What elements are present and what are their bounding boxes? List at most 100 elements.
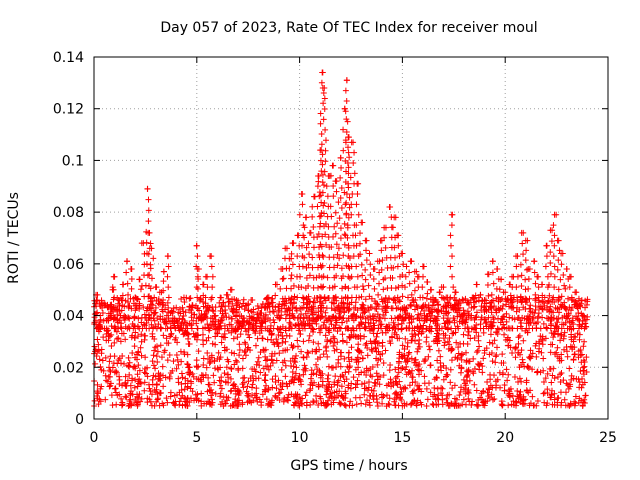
scatter-point <box>549 401 556 408</box>
scatter-point <box>95 341 102 348</box>
scatter-point <box>400 261 407 268</box>
scatter-point <box>448 357 455 364</box>
scatter-point <box>557 371 564 378</box>
scatter-point <box>358 320 365 327</box>
scatter-point <box>322 137 329 144</box>
scatter-point <box>181 394 188 401</box>
scatter-point-peak <box>232 328 239 335</box>
scatter-point <box>301 234 308 241</box>
scatter-point <box>382 347 389 354</box>
scatter-point <box>149 376 156 383</box>
scatter-point-peak <box>302 214 309 221</box>
scatter-point <box>474 402 481 409</box>
scatter-point <box>548 314 555 321</box>
scatter-point <box>321 210 328 217</box>
scatter-point <box>414 348 421 355</box>
scatter-point <box>392 254 399 261</box>
scatter-point <box>252 375 259 382</box>
scatter-point <box>98 350 105 357</box>
scatter-point <box>318 243 325 250</box>
scatter-point <box>278 312 285 319</box>
scatter-point <box>521 363 528 370</box>
scatter-point <box>177 348 184 355</box>
scatter-point-peak <box>173 317 180 324</box>
scatter-point <box>154 359 161 366</box>
scatter-point <box>160 287 167 294</box>
scatter-point <box>386 395 393 402</box>
scatter-point-peak <box>498 276 505 283</box>
scatter-point <box>456 311 463 318</box>
scatter-point <box>517 293 524 300</box>
scatter-point <box>460 331 467 338</box>
scatter-point <box>236 389 243 396</box>
scatter-point <box>296 211 303 218</box>
scatter-point <box>523 387 530 394</box>
scatter-point <box>307 401 314 408</box>
scatter-point <box>217 294 224 301</box>
scatter-point <box>367 271 374 278</box>
scatter-point-peak <box>518 229 525 236</box>
scatter-point <box>372 344 379 351</box>
scatter-point <box>423 402 430 409</box>
scatter-point-peak <box>473 281 480 288</box>
scatter-point <box>164 357 171 364</box>
scatter-point <box>309 203 316 210</box>
scatter-point-peak <box>428 286 435 293</box>
scatter-point <box>570 338 577 345</box>
scatter-point-peak <box>424 278 431 285</box>
scatter-point <box>483 300 490 307</box>
scatter-point <box>147 240 154 247</box>
scatter-point <box>463 316 470 323</box>
scatter-point <box>581 325 588 332</box>
scatter-point <box>212 333 219 340</box>
scatter-point <box>406 269 413 276</box>
scatter-point <box>268 357 275 364</box>
scatter-point <box>406 349 413 356</box>
scatter-point <box>565 385 572 392</box>
scatter-point <box>431 384 438 391</box>
scatter-point <box>478 314 485 321</box>
y-tick-label: 0.04 <box>53 309 84 325</box>
scatter-point-peak <box>547 227 554 234</box>
scatter-point <box>309 325 316 332</box>
grid <box>94 57 608 419</box>
scatter-point <box>215 349 222 356</box>
scatter-point <box>126 371 133 378</box>
scatter-point <box>389 224 396 231</box>
scatter-point <box>206 360 213 367</box>
scatter-point <box>517 261 524 268</box>
scatter-point <box>109 284 116 291</box>
scatter-point-peak <box>407 258 414 265</box>
scatter-point <box>173 352 180 359</box>
scatter-point <box>551 331 558 338</box>
scatter-point <box>529 350 536 357</box>
scatter-point <box>580 367 587 374</box>
scatter-point <box>499 402 506 409</box>
scatter-point <box>328 299 335 306</box>
scatter-point <box>109 306 116 313</box>
scatter-point <box>439 401 446 408</box>
scatter-point <box>516 332 523 339</box>
scatter-point <box>356 325 363 332</box>
scatter-point <box>583 354 590 361</box>
scatter-point <box>113 328 120 335</box>
scatter-point <box>418 367 425 374</box>
scatter-point-peak <box>522 237 529 244</box>
scatter-point <box>119 292 126 299</box>
scatter-point <box>193 396 200 403</box>
scatter-point <box>290 300 297 307</box>
scatter-point <box>157 389 164 396</box>
scatter-point <box>237 331 244 338</box>
scatter-point <box>368 295 375 302</box>
scatter-point <box>248 399 255 406</box>
scatter-point <box>433 335 440 342</box>
scatter-point <box>446 334 453 341</box>
scatter-point <box>545 297 552 304</box>
scatter-point <box>408 355 415 362</box>
scatter-point <box>498 296 505 303</box>
scatter-point <box>112 389 119 396</box>
scatter-point-peak <box>461 309 468 316</box>
scatter-point <box>286 265 293 272</box>
scatter-point <box>301 224 308 231</box>
scatter-point <box>360 305 367 312</box>
